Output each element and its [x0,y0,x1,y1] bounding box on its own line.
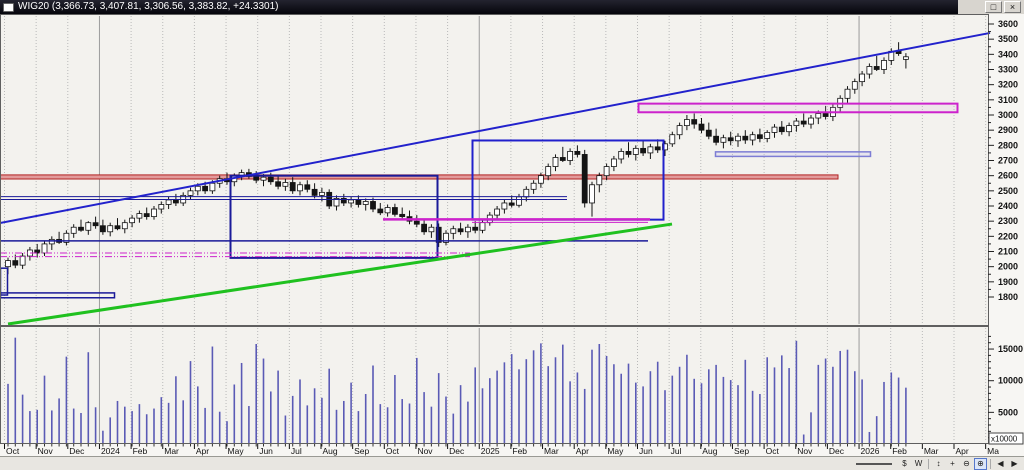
volume-series [7,337,907,443]
svg-text:2900: 2900 [998,125,1018,135]
svg-text:Oct: Oct [766,446,780,456]
svg-text:Dec: Dec [449,446,465,456]
svg-text:Ma: Ma [987,446,999,456]
restore-button[interactable]: □ [985,1,1002,13]
svg-text:Dec: Dec [829,446,845,456]
scroll-left-button[interactable]: ◀ [994,458,1007,470]
svg-text:2500: 2500 [998,186,1018,196]
svg-text:Feb: Feb [133,446,148,456]
svg-text:Nov: Nov [797,446,813,456]
svg-text:Dec: Dec [69,446,85,456]
window-title: WIG20 (3,366.73, 3,407.81, 3,306.56, 3,3… [18,1,279,12]
toolbar-separator [928,458,929,469]
pane-borders [0,14,989,444]
chart-area[interactable]: 3600 3500 3400 3300 3200 3100 3000 2900 2800 2700… [0,14,1024,456]
svg-text:3000: 3000 [998,110,1018,120]
svg-text:Mar: Mar [164,446,179,456]
scroll-right-button[interactable]: ▶ [1008,458,1021,470]
rising-resistance-trendline [0,31,991,224]
window-controls: □ × [958,0,1024,14]
svg-text:2024: 2024 [101,446,120,456]
svg-text:Nov: Nov [38,446,54,456]
svg-text:Jun: Jun [259,446,273,456]
svg-text:3600: 3600 [998,19,1018,29]
svg-text:Aug: Aug [323,446,338,456]
consolidation-box-2024 [229,174,439,259]
weekly-periodicity-button[interactable]: W [912,458,925,470]
svg-text:2200: 2200 [998,231,1018,241]
titlebar: WIG20 (3,366.73, 3,407.81, 3,306.56, 3,3… [0,0,1024,14]
svg-text:2100: 2100 [998,247,1018,257]
resistance-zone-3050 [637,102,959,114]
trendlines [0,31,991,326]
svg-text:Aug: Aug [702,446,717,456]
svg-text:Apr: Apr [956,446,969,456]
svg-text:Mar: Mar [924,446,939,456]
chart-toolbar: $ W ↕ + ⊖ ⊕ ◀ ▶ [898,457,1021,470]
svg-text:2600: 2600 [998,171,1018,181]
svg-text:1800: 1800 [998,292,1018,302]
month-gridlines [4,16,987,442]
crosshair-button[interactable]: + [946,458,959,470]
svg-text:2300: 2300 [998,216,1018,226]
svg-text:3100: 3100 [998,95,1018,105]
svg-text:Apr: Apr [576,446,589,456]
svg-text:Jul: Jul [291,446,302,456]
candlestick-series [5,42,909,275]
green-support-trendline [7,222,673,326]
svg-text:May: May [228,446,245,456]
svg-text:1900: 1900 [998,277,1018,287]
zoom-in-button[interactable]: ⊕ [974,457,987,470]
vertical-fit-button[interactable]: ↕ [932,458,945,470]
svg-text:5000: 5000 [998,407,1018,417]
svg-text:2025: 2025 [481,446,500,456]
svg-text:Oct: Oct [6,446,20,456]
svg-text:2000: 2000 [998,262,1018,272]
svg-text:3300: 3300 [998,65,1018,75]
date-axis: Oct Nov Dec 2024 Feb Mar Apr May Jun Jul Aug Sep Oct… [4,444,999,456]
svg-text:Apr: Apr [196,446,209,456]
svg-text:3200: 3200 [998,80,1018,90]
svg-text:2400: 2400 [998,201,1018,211]
svg-text:Feb: Feb [512,446,527,456]
volume-multiplier-label: x10000 [991,435,1018,444]
svg-text:3500: 3500 [998,34,1018,44]
bottom-toolbar: $ W ↕ + ⊖ ⊕ ◀ ▶ [0,456,1024,470]
svg-text:Sep: Sep [734,446,749,456]
svg-text:3400: 3400 [998,49,1018,59]
svg-text:Nov: Nov [417,446,433,456]
svg-text:Jul: Jul [671,446,682,456]
zoom-out-button[interactable]: ⊖ [960,458,973,470]
svg-text:15000: 15000 [998,344,1023,354]
svg-text:Feb: Feb [892,446,907,456]
close-button[interactable]: × [1004,1,1021,13]
svg-text:May: May [607,446,624,456]
svg-text:Mar: Mar [544,446,559,456]
horizontal-scrollbar[interactable] [0,457,894,470]
price-axis: 3600 3500 3400 3300 3200 3100 3000 2900 2800 2700… [988,19,1018,302]
svg-text:Oct: Oct [386,446,400,456]
toolbar-separator [990,458,991,469]
price-volume-chart[interactable]: 3600 3500 3400 3300 3200 3100 3000 2900 2800 2700… [0,14,1024,456]
scrollbar-thumb[interactable] [856,463,892,465]
annotation-levels [0,196,650,258]
svg-text:2700: 2700 [998,156,1018,166]
price-scale-button[interactable]: $ [898,458,911,470]
window-icon [3,2,14,12]
svg-text:2800: 2800 [998,140,1018,150]
support-zone-2750 [714,151,872,158]
svg-text:Jun: Jun [639,446,653,456]
svg-text:Sep: Sep [354,446,369,456]
svg-text:10000: 10000 [998,376,1023,386]
volume-axis: 15000 10000 5000 x10000 [988,335,1024,445]
svg-text:2026: 2026 [861,446,880,456]
